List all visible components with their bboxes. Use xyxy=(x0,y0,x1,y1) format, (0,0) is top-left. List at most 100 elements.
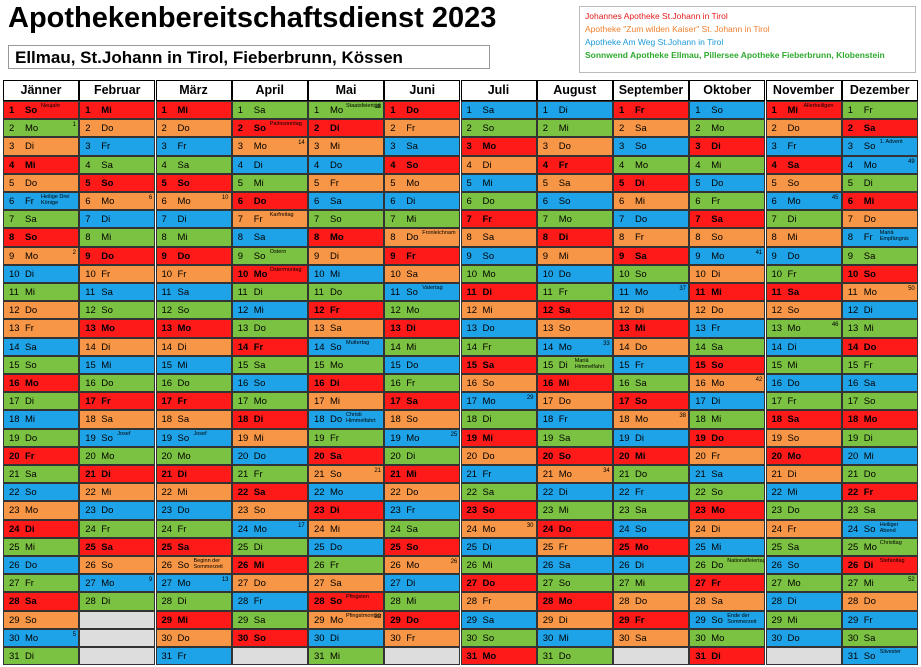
empty-cell xyxy=(231,647,308,666)
weekday: Di xyxy=(25,268,34,280)
day-cell: 30 So xyxy=(231,628,308,647)
day-number: 3 xyxy=(619,141,625,153)
weekday: Mi xyxy=(635,450,646,462)
weekday: Di xyxy=(863,305,873,317)
holiday-note: Muttertag xyxy=(346,339,370,346)
day-cell: 28 Di xyxy=(79,592,156,611)
day-cell: 11 Fr xyxy=(536,283,613,302)
day-number: 21 xyxy=(161,469,173,480)
day-number: 20 xyxy=(619,450,630,462)
day-number: 12 xyxy=(619,305,630,317)
weekday: Sa xyxy=(635,250,647,262)
weekday: Sa xyxy=(406,523,418,535)
month-column: Jänner 1 So Neujahr 2 Mo 1 3 Di 4 Mi 5 Do 6 Fr Heilige … xyxy=(3,80,79,666)
weekday: Mo xyxy=(25,123,39,135)
day-cell: 1 Do xyxy=(384,101,461,120)
day-cell: 12 Do xyxy=(3,301,79,320)
day-number: 20 xyxy=(9,450,20,462)
weekday: Mi xyxy=(482,432,494,444)
day-number: 25 xyxy=(542,541,554,553)
day-cell: 22 Sa xyxy=(460,483,537,502)
day-number: 28 xyxy=(314,596,325,608)
month-header: Jänner xyxy=(3,80,79,101)
weekday: Mi xyxy=(253,560,265,571)
day-cell: 18 Mi xyxy=(689,410,766,429)
day-cell: 22 Sa xyxy=(231,483,308,502)
day-cell: 10 Di xyxy=(3,264,79,283)
day-number: 29 xyxy=(619,614,630,626)
day-number: 18 xyxy=(695,414,706,426)
weekday: Do xyxy=(863,214,876,226)
day-number: 17 xyxy=(85,396,96,408)
weekday: Sa xyxy=(177,414,190,426)
weekday: Di xyxy=(177,469,188,480)
holiday-note: Vatertag xyxy=(422,285,443,291)
weekday: Fr xyxy=(406,123,416,135)
day-number: 10 xyxy=(847,268,859,280)
day-cell: 14 Sa xyxy=(689,337,766,356)
day-cell: 30 Mi xyxy=(536,628,613,647)
weekday: Mi xyxy=(330,268,341,280)
weekday: Mi xyxy=(330,141,341,153)
day-number: 15 xyxy=(619,359,630,371)
weekday: Do xyxy=(635,341,648,353)
day-cell: 8 Fr xyxy=(613,228,689,247)
day-number: 7 xyxy=(771,214,777,226)
day-cell: 4 So xyxy=(384,155,461,174)
weekday: Di xyxy=(101,341,111,353)
day-number: 13 xyxy=(85,323,96,335)
day-cell: 8 Di xyxy=(536,228,613,247)
day-cell: 22 Mo xyxy=(308,483,384,502)
week-number: 50 xyxy=(908,286,915,292)
weekday: So xyxy=(253,378,266,389)
day-number: 7 xyxy=(619,214,625,226)
day-cell: 25 So xyxy=(384,537,461,556)
weekday: Mo xyxy=(482,268,496,280)
weekday: Di xyxy=(711,523,721,535)
day-cell: 14 Do xyxy=(841,337,918,356)
weekday: So xyxy=(863,651,876,662)
day-cell: 16 Sa xyxy=(613,374,689,393)
day-number: 5 xyxy=(619,177,625,189)
day-number: 7 xyxy=(695,214,701,226)
day-number: 31 xyxy=(314,651,325,662)
day-number: 26 xyxy=(619,560,630,571)
weekday: Mi xyxy=(25,287,36,298)
weekday: Di xyxy=(787,469,797,480)
day-number: 10 xyxy=(237,268,249,280)
day-cell: 25 Di xyxy=(231,537,308,556)
day-number: 1 xyxy=(466,105,472,116)
day-cell: 28 Sa xyxy=(3,592,79,611)
day-number: 18 xyxy=(161,414,173,426)
weekday: Di xyxy=(253,541,263,553)
weekday: Do xyxy=(635,596,648,608)
weekday: So xyxy=(406,541,419,553)
weekday: Do xyxy=(635,469,648,480)
weekday: So xyxy=(635,523,647,535)
day-cell: 14 So Muttertag xyxy=(308,337,384,356)
day-number: 16 xyxy=(695,378,706,389)
day-number: 15 xyxy=(390,359,401,371)
day-number: 24 xyxy=(847,523,859,535)
day-cell: 7 Mo xyxy=(536,210,613,229)
day-cell: 21 Fr xyxy=(460,465,537,484)
week-number: 29 xyxy=(526,395,534,402)
day-number: 9 xyxy=(85,250,91,262)
day-cell: 30 Mo xyxy=(689,628,766,647)
day-number: 18 xyxy=(314,414,325,426)
weekday: Di xyxy=(635,305,644,317)
weekday: Mo xyxy=(25,505,39,517)
weekday: Do xyxy=(711,432,724,444)
day-cell: 7 Sa xyxy=(3,210,79,229)
weekday: So xyxy=(253,632,266,644)
weekday: Di xyxy=(558,105,568,116)
day-number: 11 xyxy=(619,287,629,298)
day-number: 6 xyxy=(771,196,777,207)
month-header: Oktober xyxy=(689,80,766,101)
weekday: Mi xyxy=(177,614,189,626)
day-number: 8 xyxy=(847,232,854,244)
holiday-note: Christtag xyxy=(879,539,902,546)
day-cell: 12 Mo xyxy=(384,301,461,320)
day-cell: 15 Fr xyxy=(841,355,918,374)
day-number: 4 xyxy=(771,159,777,171)
